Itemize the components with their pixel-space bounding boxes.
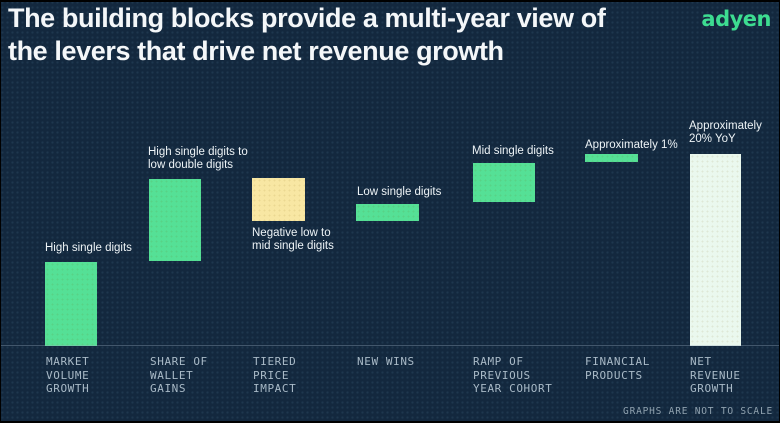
bar-value-label-net-revenue-growth: Approximately 20% YoY <box>689 120 762 145</box>
slide-edge-bottom <box>0 421 780 423</box>
category-label-tiered-price-impact: TIERED PRICE IMPACT <box>253 355 297 395</box>
bar-value-label-market-volume-growth: High single digits <box>45 242 132 254</box>
bar-share-of-wallet-gains <box>149 179 201 261</box>
category-label-net-revenue-growth: NET REVENUE GROWTH <box>690 355 741 395</box>
bar-value-label-share-of-wallet-gains: High single digits to low double digits <box>148 146 248 171</box>
bar-value-label-tiered-price-impact: Negative low to mid single digits <box>252 227 334 252</box>
category-label-market-volume-growth: MARKET VOLUME GROWTH <box>46 355 90 395</box>
category-label-ramp-of-previous-year-cohort: RAMP OF PREVIOUS YEAR COHORT <box>473 355 553 395</box>
not-to-scale-disclaimer: GRAPHS ARE NOT TO SCALE <box>623 406 773 417</box>
bar-financial-products <box>585 154 638 162</box>
bar-ramp-of-previous-year-cohort <box>473 163 535 202</box>
bar-net-revenue-growth <box>690 154 741 346</box>
category-label-share-of-wallet-gains: SHARE OF WALLET GAINS <box>150 355 208 395</box>
slide-edge-left <box>0 0 1 423</box>
bar-market-volume-growth <box>45 262 97 346</box>
adyen-logo: adyen <box>701 7 771 31</box>
bar-tiered-price-impact <box>252 178 305 221</box>
category-label-new-wins: NEW WINS <box>357 355 415 368</box>
bar-value-label-financial-products: Approximately 1% <box>585 139 678 151</box>
bar-value-label-new-wins: Low single digits <box>357 186 442 198</box>
bar-new-wins <box>356 204 419 221</box>
category-label-financial-products: FINANCIAL PRODUCTS <box>585 355 651 382</box>
bar-value-label-ramp-of-previous-year-cohort: Mid single digits <box>472 145 554 157</box>
slide-edge-top <box>0 0 780 2</box>
chart-baseline <box>0 345 780 346</box>
slide-title: The building blocks provide a multi-year… <box>8 3 606 66</box>
